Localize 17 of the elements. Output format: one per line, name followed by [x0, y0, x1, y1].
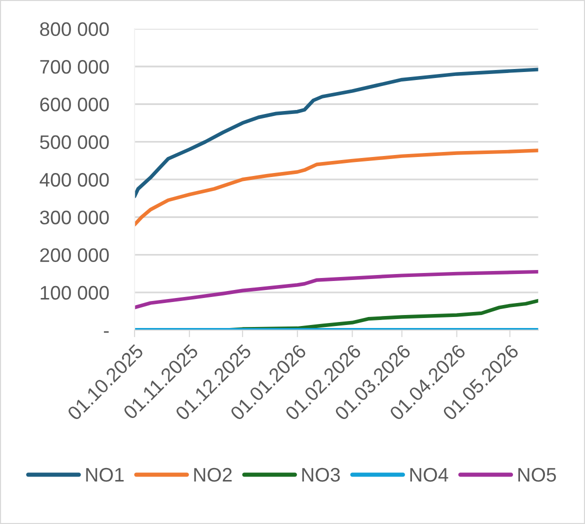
- y-tick-label: 400 000: [40, 172, 109, 187]
- line-series: [134, 68, 538, 198]
- y-tick-label: 600 000: [40, 98, 109, 112]
- y-tick-label: -: [104, 331, 109, 333]
- y-tick-label: 300 000: [40, 210, 109, 224]
- legend-label: NO3: [302, 468, 340, 482]
- y-tick-label: 700 000: [40, 60, 109, 74]
- line-series: [134, 148, 538, 226]
- y-tick-label: 800 000: [40, 22, 109, 36]
- y-tick-label: 100 000: [40, 286, 109, 300]
- legend-label: NO1: [86, 468, 124, 482]
- legend-label: NO5: [518, 468, 556, 482]
- y-tick-label: 200 000: [40, 248, 109, 262]
- legend-label: NO2: [194, 468, 232, 482]
- legend-label: NO4: [410, 468, 448, 482]
- line-series: [134, 270, 538, 310]
- y-tick-label: 500 000: [40, 135, 109, 150]
